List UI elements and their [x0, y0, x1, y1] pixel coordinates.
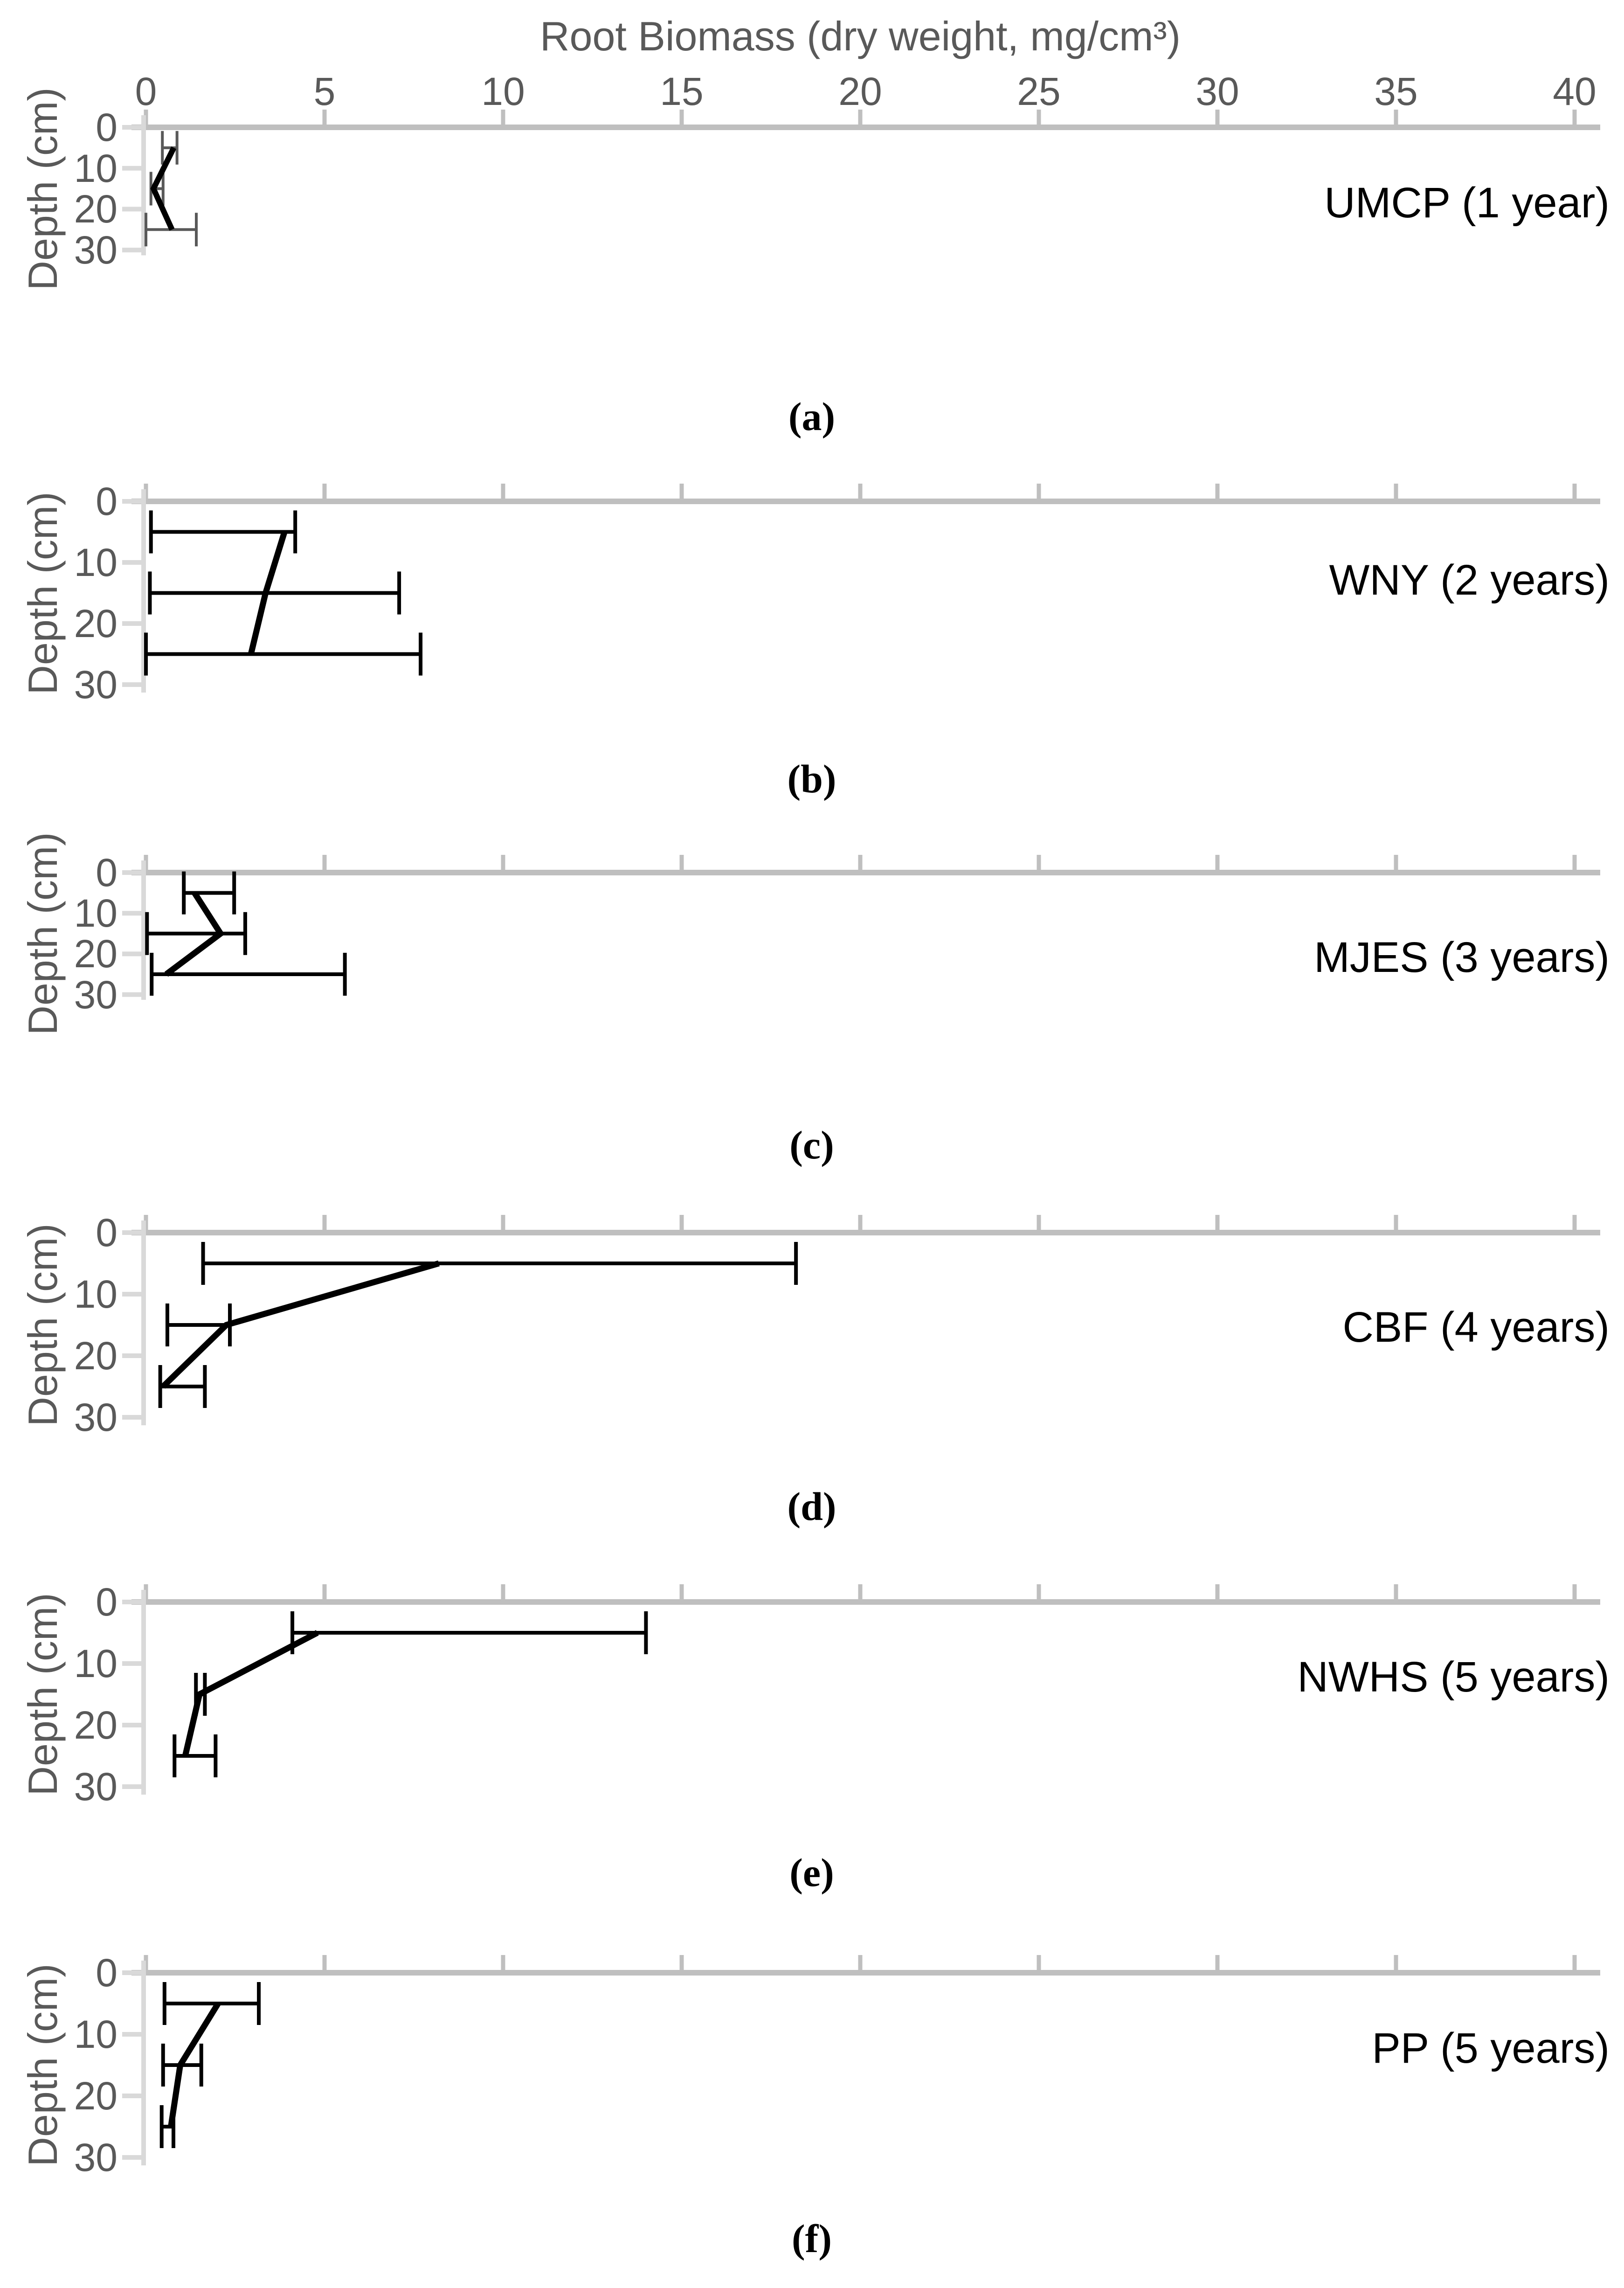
- y-tick-label: 30: [74, 1395, 117, 1439]
- y-tick-label: 0: [96, 105, 117, 149]
- biomass-profile-line: [182, 1630, 319, 1757]
- panel-b: [122, 484, 1600, 693]
- y-axis-title-panel-c: Depth (cm): [20, 832, 66, 1035]
- y-tick-label: 20: [74, 602, 117, 645]
- y-tick-label: 10: [74, 541, 117, 584]
- y-tick-label: 10: [74, 2012, 117, 2056]
- site-label-mjes: MJES (3 years): [1314, 934, 1610, 981]
- panel-f: [122, 1955, 1600, 2166]
- y-tick-label: 30: [74, 663, 117, 707]
- panel-caption-b: (b): [787, 756, 836, 801]
- y-tick-label: 0: [96, 851, 117, 894]
- y-tick-label: 0: [96, 1211, 117, 1255]
- panel-a: [122, 110, 1600, 256]
- y-tick-label: 10: [74, 1272, 117, 1316]
- panel-caption-e: (e): [789, 1850, 834, 1895]
- panel-caption-f: (f): [792, 2216, 832, 2261]
- x-tick-label: 25: [1017, 69, 1061, 113]
- panel-e: [122, 1584, 1600, 1795]
- x-tick-label: 30: [1196, 69, 1239, 113]
- site-label-nwhs: NWHS (5 years): [1297, 1653, 1610, 1701]
- biomass-profile-line: [161, 1260, 440, 1389]
- y-tick-label: 0: [96, 479, 117, 523]
- y-tick-label: 10: [74, 146, 117, 190]
- panel-c: [122, 855, 1600, 1000]
- y-tick-label: 20: [74, 2074, 117, 2118]
- biomass-profile-line: [248, 531, 288, 655]
- y-tick-label: 10: [74, 1642, 117, 1685]
- y-tick-label: 0: [96, 1580, 117, 1624]
- panel-caption-c: (c): [789, 1123, 834, 1167]
- y-axis-title-panel-d: Depth (cm): [20, 1223, 66, 1427]
- x-tick-label: 15: [660, 69, 704, 113]
- chart-title: Root Biomass (dry weight, mg/cm³): [539, 13, 1181, 59]
- y-tick-label: 20: [74, 932, 117, 976]
- x-tick-label: 40: [1553, 69, 1596, 113]
- biomass-profile-line: [164, 891, 225, 977]
- biomass-profile-line: [168, 2002, 221, 2127]
- biomass-profile-line: [150, 146, 177, 231]
- y-axis-title-panel-a: Depth (cm): [20, 87, 66, 291]
- site-label-umcp: UMCP (1 year): [1324, 179, 1610, 227]
- x-tick-label: 5: [313, 69, 336, 113]
- x-tick-label: 10: [481, 69, 525, 113]
- y-axis-title-panel-e: Depth (cm): [20, 1593, 66, 1796]
- y-tick-label: 10: [74, 891, 117, 936]
- site-label-pp: PP (5 years): [1372, 2025, 1610, 2072]
- y-tick-label: 30: [74, 228, 117, 272]
- y-tick-label: 20: [74, 187, 117, 231]
- panel-caption-a: (a): [788, 394, 836, 439]
- y-axis-title-panel-f: Depth (cm): [20, 1963, 66, 2167]
- y-tick-label: 20: [74, 1334, 117, 1378]
- panel-d: [122, 1215, 1600, 1426]
- y-axis-title-panel-b: Depth (cm): [20, 491, 66, 695]
- y-tick-label: 20: [74, 1703, 117, 1747]
- site-label-wny: WNY (2 years): [1329, 556, 1610, 604]
- x-tick-label: 35: [1374, 69, 1418, 113]
- y-tick-label: 30: [74, 1765, 117, 1809]
- y-tick-label: 30: [74, 972, 117, 1017]
- y-tick-label: 30: [74, 2135, 117, 2179]
- x-tick-label: 0: [135, 69, 157, 113]
- site-label-cbf: CBF (4 years): [1342, 1303, 1610, 1351]
- panel-caption-d: (d): [787, 1484, 836, 1529]
- x-tick-label: 20: [838, 69, 882, 113]
- y-tick-label: 0: [96, 1951, 117, 1995]
